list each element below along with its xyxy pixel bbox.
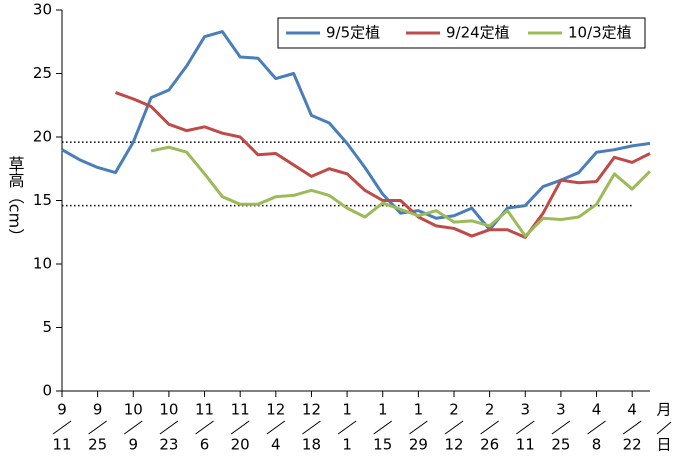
x-tick-label-month: 1	[414, 401, 424, 419]
x-tick-label-day: 25	[551, 436, 570, 454]
x-tick-label-day: 11	[516, 436, 535, 454]
x-unit-month: 月	[656, 401, 671, 419]
legend-label: 9/24定植	[446, 24, 510, 42]
x-tick-label-month: 10	[124, 401, 143, 419]
x-tick-label-month: 2	[449, 401, 459, 419]
x-tick-label-month: 3	[556, 401, 566, 419]
y-tick-label: 30	[33, 1, 52, 19]
x-tick-label-day: 15	[373, 436, 392, 454]
x-tick-label-slash	[230, 420, 250, 435]
x-tick-label-day: 4	[271, 436, 281, 454]
x-tick-label-day: 26	[480, 436, 499, 454]
x-tick-label-day: 23	[159, 436, 178, 454]
x-tick-label-day: 22	[623, 436, 642, 454]
x-tick-label-slash	[409, 420, 428, 435]
x-tick-label-slash	[444, 420, 464, 435]
x-tick-label-slash	[123, 420, 143, 435]
y-tick-label: 5	[42, 318, 52, 336]
x-tick-label-slash	[52, 420, 72, 435]
x-tick-label-slash	[337, 420, 357, 435]
x-tick-label-slash	[587, 420, 606, 435]
y-tick-label: 0	[42, 382, 52, 400]
x-tick-label-slash	[195, 420, 214, 435]
x-tick-label-slash	[266, 420, 286, 435]
x-tick-label-slash	[551, 420, 571, 435]
x-tick-label-slash	[515, 420, 535, 435]
y-tick-label: 20	[33, 128, 52, 146]
x-tick-label-month: 12	[302, 401, 321, 419]
x-tick-label-slash	[159, 420, 179, 435]
x-tick-label-day: 12	[444, 436, 463, 454]
y-tick-label: 15	[33, 191, 52, 209]
x-tick-label-month: 11	[231, 401, 250, 419]
x-tick-label-month: 2	[485, 401, 495, 419]
x-tick-label-slash	[302, 420, 321, 435]
x-tick-label-month: 12	[266, 401, 285, 419]
x-unit-day: 日	[656, 436, 671, 454]
x-tick-label-day: 29	[409, 436, 428, 454]
x-tick-label-month: 3	[520, 401, 530, 419]
x-tick-label-month: 4	[627, 401, 637, 419]
x-tick-label-day: 8	[592, 436, 602, 454]
x-tick-label-day: 11	[52, 436, 71, 454]
x-unit-slash	[656, 421, 672, 435]
legend-box	[277, 17, 646, 49]
x-tick-label-day: 9	[128, 436, 138, 454]
y-tick-label: 10	[33, 255, 52, 273]
x-tick-label-slash	[88, 420, 107, 435]
x-tick-label-month: 9	[57, 401, 67, 419]
x-tick-label-slash	[622, 420, 642, 435]
x-tick-label-slash	[373, 420, 393, 435]
x-tick-label-day: 18	[302, 436, 321, 454]
series-line	[150, 145, 652, 238]
series-line	[114, 91, 651, 239]
x-tick-label-month: 1	[378, 401, 388, 419]
series-line	[61, 30, 651, 232]
y-axis-label: 草高（cm）	[6, 156, 25, 244]
y-tick-label: 25	[33, 64, 52, 82]
legend-label: 10/3定植	[568, 24, 632, 42]
legend-label: 9/5定植	[326, 24, 380, 42]
x-tick-label-month: 10	[159, 401, 178, 419]
x-tick-label-day: 20	[231, 436, 250, 454]
x-tick-label-month: 9	[93, 401, 103, 419]
x-tick-label-day: 1	[342, 436, 352, 454]
x-tick-label-month: 11	[195, 401, 214, 419]
x-tick-label-month: 4	[592, 401, 602, 419]
x-tick-label-day: 6	[200, 436, 210, 454]
x-tick-label-slash	[480, 420, 499, 435]
x-tick-label-month: 1	[342, 401, 352, 419]
x-tick-label-day: 25	[88, 436, 107, 454]
